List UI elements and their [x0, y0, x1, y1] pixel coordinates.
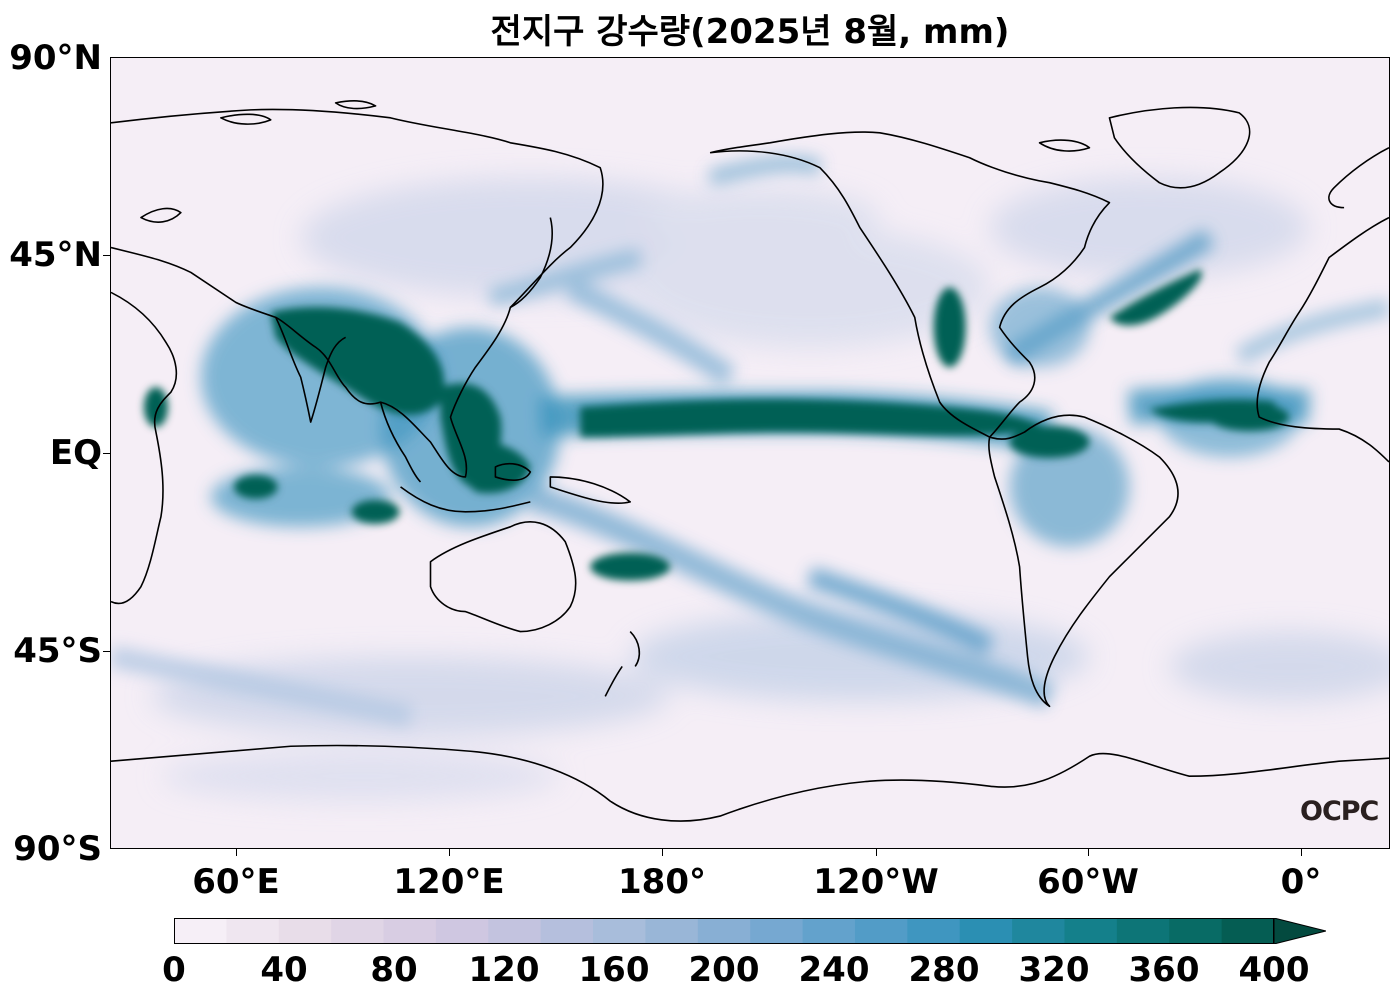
colorbar-tick-label: 320	[1018, 950, 1090, 990]
colorbar-tick-label: 240	[798, 950, 870, 990]
colorbar-segment	[278, 918, 332, 944]
lon-tick	[449, 849, 450, 856]
colorbar-tick-label: 400	[1238, 950, 1310, 990]
colorbar-segment	[750, 918, 804, 944]
colorbar-segment	[907, 918, 961, 944]
colorbar-segment	[593, 918, 647, 944]
colorbar-segment	[854, 918, 908, 944]
lon-label-120w: 120°W	[813, 862, 939, 902]
colorbar-tick-label: 0	[162, 950, 186, 990]
colorbar-tick-label: 80	[370, 950, 418, 990]
colorbar-tick-label: 120	[468, 950, 540, 990]
colorbar-tick-label: 280	[908, 950, 980, 990]
lon-tick	[876, 849, 877, 856]
lon-tick	[236, 849, 237, 856]
colorbar	[174, 918, 1326, 944]
colorbar-segment	[1221, 918, 1275, 944]
colorbar-tick-label: 160	[578, 950, 650, 990]
colorbar-segment	[435, 918, 489, 944]
lat-label-90n: 90°N	[9, 38, 102, 78]
colorbar-tick-label: 360	[1128, 950, 1200, 990]
lon-label-120e: 120°E	[393, 862, 505, 902]
colorbar-segment	[383, 918, 437, 944]
colorbar-segment	[802, 918, 856, 944]
colorbar-segment	[645, 918, 699, 944]
colorbar-segment	[1169, 918, 1223, 944]
colorbar-tick-label: 40	[260, 950, 308, 990]
precipitation-field	[111, 58, 1389, 848]
lat-label-eq: EQ	[49, 433, 102, 473]
map-title: 전지구 강수량(2025년 8월, mm)	[490, 12, 1010, 52]
lon-label-180: 180°	[618, 862, 706, 902]
colorbar-segment	[1064, 918, 1118, 944]
lat-label-90s: 90°S	[13, 829, 102, 869]
lat-label-45n: 45°N	[9, 235, 102, 275]
colorbar-segment	[959, 918, 1013, 944]
colorbar-tick-label: 200	[688, 950, 760, 990]
lon-label-0: 0°	[1280, 862, 1322, 902]
lat-tick	[103, 453, 110, 454]
lon-label-60e: 60°E	[192, 862, 280, 902]
colorbar-segment	[488, 918, 542, 944]
colorbar-extend-arrow	[1273, 918, 1326, 944]
colorbar-segment	[1012, 918, 1066, 944]
lon-tick	[662, 849, 663, 856]
colorbar-segment	[174, 918, 227, 944]
coastlines	[111, 100, 1389, 822]
lon-label-60w: 60°W	[1037, 862, 1139, 902]
colorbar-segment	[331, 918, 385, 944]
ocpc-logo: OCPC	[1300, 796, 1379, 827]
colorbar-outline	[174, 918, 1274, 944]
lat-tick	[103, 651, 110, 652]
lat-tick	[103, 255, 110, 256]
colorbar-segment	[540, 918, 594, 944]
colorbar-segment	[697, 918, 751, 944]
lat-label-45s: 45°S	[13, 631, 102, 671]
lon-tick	[1088, 849, 1089, 856]
colorbar-segment	[226, 918, 280, 944]
lon-tick	[1301, 849, 1302, 856]
precipitation-map	[110, 57, 1390, 849]
colorbar-segment	[1116, 918, 1170, 944]
